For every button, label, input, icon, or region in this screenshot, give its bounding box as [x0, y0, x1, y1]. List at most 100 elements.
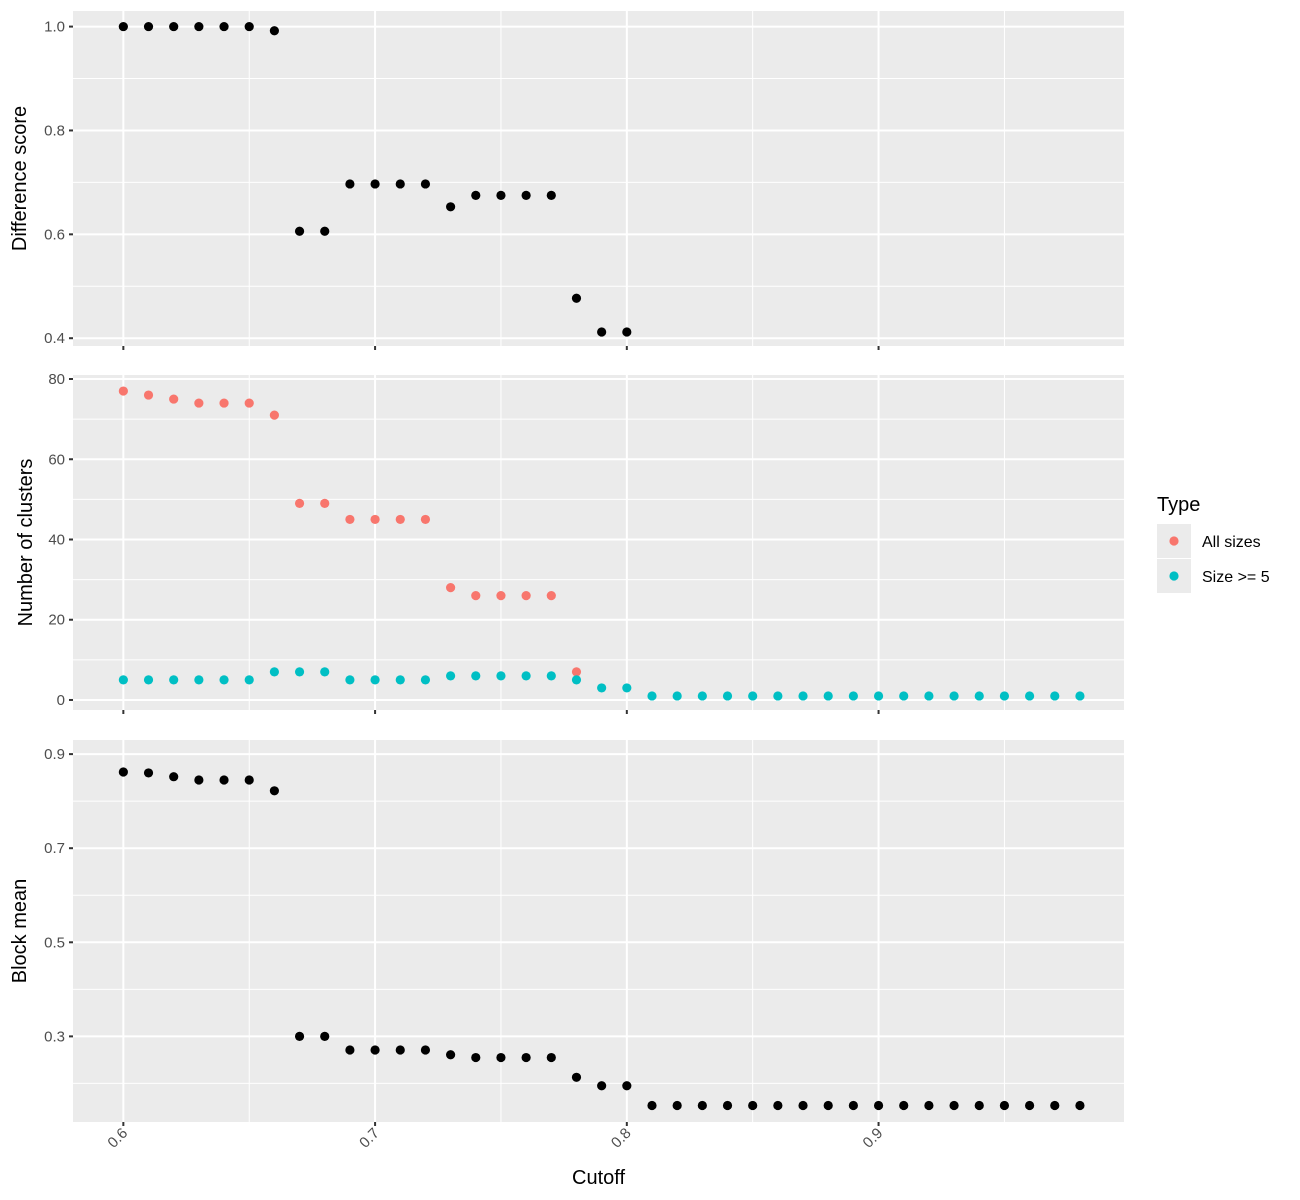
data-point — [446, 1050, 456, 1060]
data-point — [446, 202, 456, 212]
data-point — [521, 591, 531, 601]
y-tick-label: 0.5 — [44, 934, 65, 951]
data-point — [1050, 691, 1060, 701]
data-point — [269, 26, 279, 36]
data-point — [672, 691, 682, 701]
panel-1: 0.4 0.6 0.8 1.0 Difference score — [9, 11, 1124, 350]
data-point — [521, 190, 531, 200]
x-tick-label: 0.8 — [608, 1125, 635, 1152]
y-tick-label: 0.7 — [44, 840, 65, 857]
x-tick-label: 0.9 — [860, 1125, 887, 1152]
data-point — [899, 691, 909, 701]
data-point — [370, 514, 380, 525]
data-point — [571, 675, 582, 685]
data-point — [647, 1100, 657, 1111]
data-point — [1050, 1100, 1060, 1111]
y-axis-title: Number of clusters — [15, 459, 37, 627]
panel-background — [73, 375, 1124, 710]
data-point — [294, 498, 305, 508]
data-point — [320, 498, 330, 508]
data-point — [974, 691, 984, 701]
panel-3: 0.3 0.5 0.7 0.9 0.6 0.7 0.8 0.9 Block mean Cutoff — [9, 740, 1124, 1189]
data-point — [597, 327, 607, 337]
data-point — [697, 1100, 707, 1111]
data-point — [697, 691, 707, 701]
data-point — [370, 179, 380, 189]
y-tick-label: 0.8 — [44, 122, 65, 139]
data-point — [269, 410, 279, 420]
data-point — [219, 398, 229, 408]
data-point — [194, 675, 204, 685]
data-point — [848, 1100, 858, 1111]
data-point — [370, 675, 380, 685]
data-point — [194, 398, 204, 408]
data-point — [571, 667, 582, 677]
series-points — [118, 767, 1085, 1111]
data-point — [496, 190, 506, 200]
panel-background — [73, 740, 1124, 1122]
data-point — [672, 1100, 682, 1111]
data-point — [244, 398, 254, 408]
data-point — [169, 394, 179, 404]
data-point — [294, 226, 305, 236]
data-point — [949, 1100, 959, 1111]
data-point — [571, 1072, 582, 1082]
data-point — [471, 190, 481, 200]
x-tick-label: 0.7 — [356, 1125, 383, 1152]
data-point — [496, 671, 506, 681]
data-point — [496, 1052, 506, 1063]
data-point — [294, 667, 305, 677]
data-point — [974, 1100, 984, 1111]
data-point — [244, 21, 254, 32]
y-axis-title: Difference score — [9, 106, 31, 251]
data-point — [169, 772, 179, 782]
data-point — [823, 691, 833, 701]
data-point — [471, 591, 481, 601]
data-point — [446, 583, 456, 593]
data-point — [118, 767, 128, 777]
data-point — [219, 775, 229, 785]
data-point — [798, 1100, 808, 1111]
data-point — [521, 671, 531, 681]
data-point — [899, 1100, 909, 1111]
data-point — [546, 190, 556, 200]
y-tick-label: 0.4 — [44, 330, 65, 347]
data-point — [345, 675, 355, 685]
data-point — [1075, 1100, 1085, 1111]
data-point — [622, 1081, 632, 1091]
data-point — [395, 179, 405, 189]
legend: Type All sizes Size >= 5 — [1157, 494, 1270, 593]
data-point — [873, 1100, 884, 1111]
data-point — [748, 1100, 758, 1111]
data-point — [395, 514, 405, 525]
data-point — [269, 667, 279, 677]
legend-key-all-sizes — [1169, 536, 1179, 546]
y-tick-label: 60 — [48, 451, 65, 468]
data-point — [244, 675, 254, 685]
series-points — [118, 21, 632, 337]
data-point — [1075, 691, 1085, 701]
data-point — [521, 1052, 531, 1063]
legend-title: Type — [1157, 494, 1200, 516]
data-point — [722, 1100, 733, 1111]
data-point — [924, 691, 934, 701]
data-point — [143, 390, 154, 400]
data-point — [194, 775, 204, 785]
data-point — [420, 1045, 431, 1055]
legend-key-size-5 — [1169, 571, 1179, 581]
legend-label-all-sizes: All sizes — [1202, 534, 1261, 551]
y-tick-label: 40 — [48, 531, 65, 548]
data-point — [722, 691, 733, 701]
data-point — [143, 21, 154, 32]
y-tick-label: 0.9 — [44, 746, 65, 763]
data-point — [143, 675, 154, 685]
data-point — [446, 671, 456, 681]
legend-label-size-5: Size >= 5 — [1202, 569, 1270, 586]
data-point — [622, 327, 632, 337]
data-point — [320, 226, 330, 236]
y-tick-label: 80 — [48, 371, 65, 388]
data-point — [345, 1045, 355, 1055]
data-point — [370, 1045, 380, 1055]
data-point — [873, 691, 884, 701]
